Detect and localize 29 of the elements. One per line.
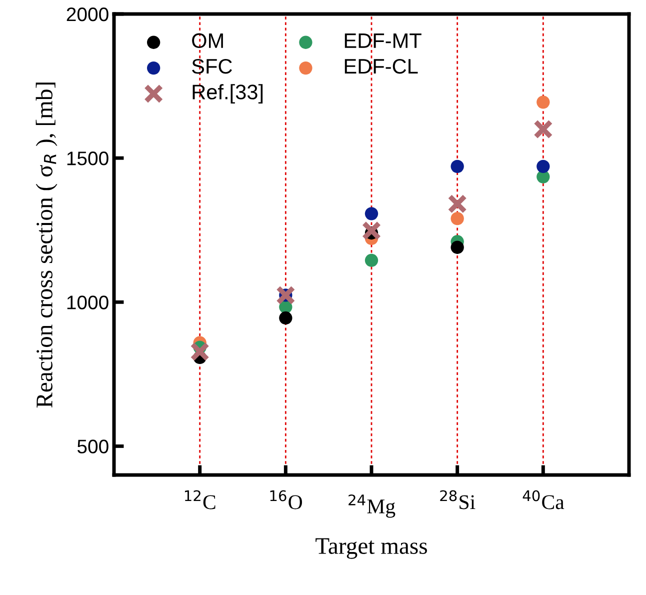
y-tick-label: 2000 xyxy=(66,7,108,22)
point xyxy=(279,311,292,325)
legend-label: Ref.[33] xyxy=(192,84,263,104)
x-tick-label: $^{40}$Ca xyxy=(522,490,564,510)
x-tick-label: $^{24}$Mg xyxy=(348,494,396,518)
point xyxy=(448,194,468,214)
point xyxy=(450,212,464,226)
point xyxy=(450,160,464,174)
point xyxy=(533,120,553,139)
legend-label: OM xyxy=(192,33,223,48)
point xyxy=(450,240,464,254)
y-axis-title: Reaction cross section ( σ$_{R}$ ), [mb] xyxy=(36,82,58,408)
point xyxy=(276,285,296,305)
point xyxy=(362,220,382,240)
x-tick-label: $^{12}$C xyxy=(184,490,216,510)
point xyxy=(536,160,550,174)
x-axis-title: Target mass xyxy=(316,538,427,559)
point xyxy=(364,207,378,220)
y-tick-label: 1000 xyxy=(67,296,108,310)
y-tick-label: 1500 xyxy=(67,152,108,166)
y-tick-label: 500 xyxy=(77,440,108,454)
legend-label: SFC xyxy=(192,58,232,74)
x-tick-label: $^{16}$O xyxy=(270,490,302,510)
point xyxy=(536,96,550,109)
legend-label: EDF-MT xyxy=(344,34,422,48)
legend-label: EDF-CL xyxy=(344,58,418,74)
x-tick-label: $^{28}$Si xyxy=(440,490,476,510)
point xyxy=(190,342,210,362)
point xyxy=(364,254,378,267)
